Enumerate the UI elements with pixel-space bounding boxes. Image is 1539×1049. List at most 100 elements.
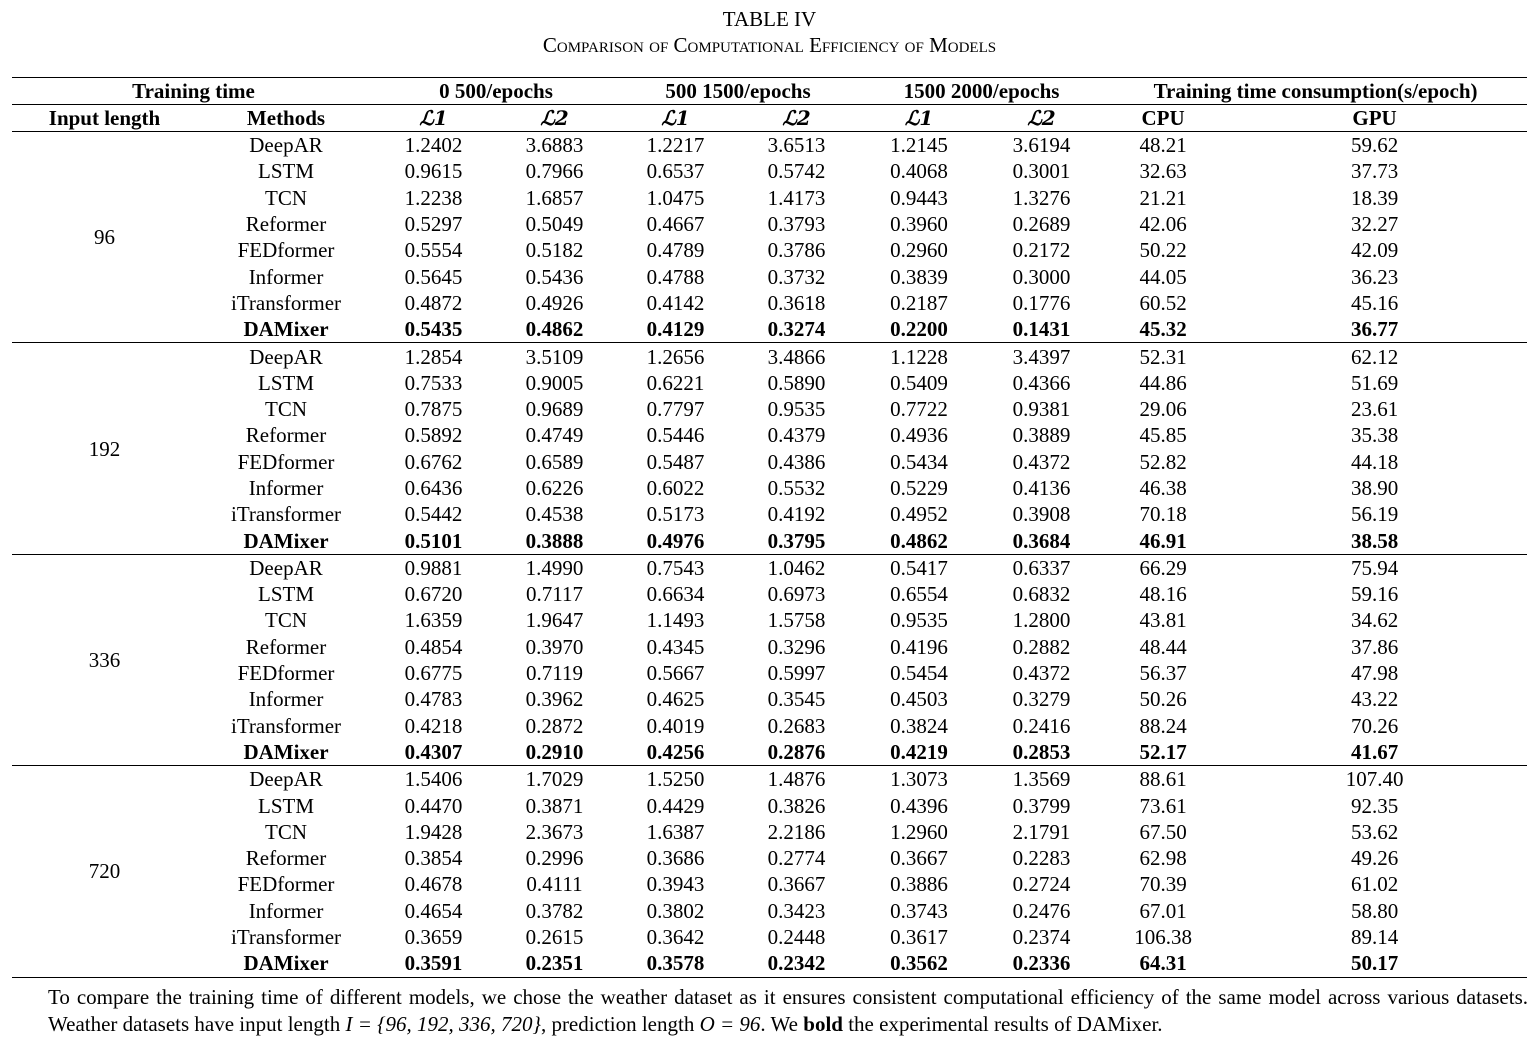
- method-cell: TCN: [265, 397, 307, 422]
- consumption-header: Training time consumption(s/epoch): [1153, 79, 1478, 103]
- value-cell: 1.3276: [1012, 185, 1071, 210]
- value-cell: 88.61: [1139, 767, 1187, 792]
- value-cell: 0.2724: [1012, 872, 1071, 897]
- value-cell: 62.98: [1139, 846, 1187, 871]
- value-cell: 0.2853: [1012, 739, 1071, 764]
- value-cell: 0.3908: [1012, 502, 1071, 527]
- value-cell: 0.3423: [767, 898, 826, 923]
- value-cell: 0.3545: [767, 687, 826, 712]
- value-cell: 23.61: [1350, 397, 1399, 422]
- value-cell: 0.4372: [1012, 661, 1071, 686]
- value-cell: 0.3667: [890, 846, 948, 871]
- value-cell: 0.6775: [404, 661, 463, 686]
- table-row: TCN 1.9428 2.3673 1.6387 2.2186 1.2960 2.1791 6…: [12, 819, 1527, 845]
- table-row: Informer 0.4654 0.3782 0.3802 0.3423 0.3743 0.…: [12, 898, 1527, 924]
- value-cell: 0.5742: [767, 159, 826, 184]
- value-cell: 32.27: [1350, 212, 1399, 237]
- table-row: LSTM 0.4470 0.3871 0.4429 0.3826 0.4396 0.3799…: [12, 792, 1527, 818]
- value-cell: 0.4789: [646, 238, 705, 263]
- value-cell: 0.4654: [404, 898, 463, 923]
- value-cell: 0.2374: [1012, 925, 1071, 950]
- value-cell: 59.62: [1350, 133, 1399, 158]
- table-row: 96 DeepAR 1.2402 3.6883 1.2217 3.6513 1.2145 3.…: [12, 131, 1528, 249]
- value-cell: 0.9615: [404, 159, 463, 184]
- value-cell: 0.6436: [404, 476, 463, 500]
- value-cell: 0.2416: [1012, 713, 1071, 738]
- value-cell: 0.3562: [890, 951, 948, 976]
- value-cell: 0.4678: [404, 872, 463, 897]
- value-cell: 0.6973: [767, 582, 826, 607]
- value-cell: 1.3073: [890, 767, 948, 792]
- value-cell: 1.5250: [646, 767, 705, 792]
- table-row: FEDformer 0.5554 0.5182 0.4789 0.3786 0.2960 0…: [12, 237, 1527, 263]
- value-cell: 0.3839: [890, 264, 948, 289]
- efficiency-table: Training time 0 500/epochs 500 1500/epoc…: [12, 77, 1528, 978]
- value-cell: 1.2217: [646, 133, 705, 158]
- value-cell: 1.6387: [646, 819, 705, 844]
- value-cell: 0.4396: [890, 793, 948, 818]
- value-cell: 1.0475: [646, 185, 705, 210]
- value-cell: 47.98: [1350, 661, 1399, 686]
- value-cell: 0.4429: [646, 793, 705, 818]
- value-cell: 0.3826: [767, 793, 826, 818]
- value-cell: 0.4926: [525, 290, 584, 315]
- table-note: To compare the training time of differen…: [48, 984, 1528, 1038]
- value-cell: 42.09: [1350, 238, 1399, 263]
- value-cell: 1.0462: [767, 555, 826, 580]
- value-cell: 0.5487: [646, 449, 705, 474]
- header-row-2: Input length Methods ℒ1 ℒ2 ℒ1 ℒ2 ℒ1 ℒ2 C…: [12, 104, 1528, 132]
- table-label: TABLE IV: [722, 7, 817, 31]
- value-cell: 1.2800: [1012, 608, 1071, 633]
- method-cell: TCN: [265, 185, 307, 210]
- value-cell: 0.5436: [525, 264, 584, 289]
- method-cell: DAMixer: [243, 528, 329, 553]
- method-cell: DeepAR: [249, 344, 323, 369]
- value-cell: 0.6634: [646, 582, 705, 607]
- method-cell: DAMixer: [243, 317, 329, 342]
- group3-header: 1500 2000/epochs: [903, 79, 1060, 103]
- value-cell: 1.2854: [404, 344, 463, 369]
- note-line1: To compare the training time of differen…: [48, 985, 1381, 1009]
- value-cell: 70.18: [1139, 502, 1187, 527]
- value-cell: 1.9428: [404, 819, 463, 844]
- value-cell: 73.61: [1139, 793, 1187, 818]
- value-cell: 0.4788: [646, 264, 705, 289]
- value-cell: 0.2342: [767, 951, 826, 976]
- value-cell: 1.5406: [404, 767, 463, 792]
- value-cell: 0.5049: [525, 212, 584, 237]
- input-length-cell: 720: [88, 859, 121, 884]
- training-time-header: Training time: [132, 79, 255, 103]
- value-cell: 0.2336: [1012, 951, 1071, 976]
- method-cell: FEDformer: [237, 238, 335, 263]
- value-cell: 0.4345: [646, 634, 705, 659]
- value-cell: 0.6022: [646, 476, 705, 500]
- value-cell: 3.4866: [767, 344, 826, 369]
- value-cell: 62.12: [1350, 344, 1399, 369]
- value-cell: 60.52: [1139, 290, 1187, 315]
- note-line2-b: , prediction length: [540, 1012, 700, 1036]
- value-cell: 0.3854: [404, 846, 463, 871]
- value-cell: 0.6762: [404, 449, 463, 474]
- value-cell: 0.3786: [767, 238, 826, 263]
- value-cell: 0.5442: [404, 502, 463, 527]
- value-cell: 0.3279: [1012, 687, 1071, 712]
- note-bold-word: bold: [803, 1012, 843, 1036]
- value-cell: 56.19: [1350, 502, 1399, 527]
- value-cell: 51.69: [1350, 370, 1399, 395]
- method-cell: TCN: [265, 819, 307, 844]
- method-cell: FEDformer: [237, 872, 335, 897]
- value-cell: 0.3659: [404, 925, 463, 950]
- value-cell: 0.3743: [890, 898, 948, 923]
- header-row-1: Training time 0 500/epochs 500 1500/epoc…: [12, 77, 1528, 105]
- value-cell: 1.6857: [525, 185, 584, 210]
- value-cell: 34.62: [1350, 608, 1399, 633]
- value-cell: 0.5532: [767, 476, 826, 500]
- value-cell: 59.16: [1350, 582, 1399, 607]
- value-cell: 0.3960: [890, 212, 948, 237]
- value-cell: 0.3591: [404, 951, 463, 976]
- value-cell: 1.1228: [890, 344, 948, 369]
- value-cell: 0.4372: [1012, 449, 1071, 474]
- value-cell: 37.73: [1350, 159, 1399, 184]
- value-cell: 0.4307: [404, 739, 463, 764]
- method-cell: Reformer: [245, 846, 327, 871]
